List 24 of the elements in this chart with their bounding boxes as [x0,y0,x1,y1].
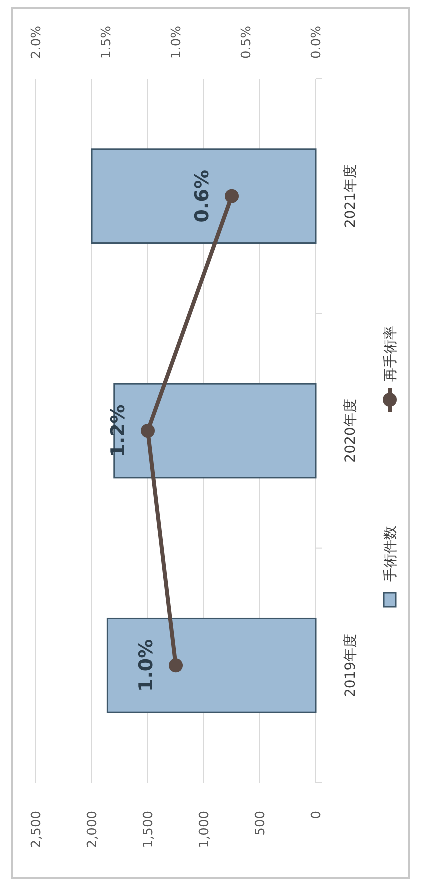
data-label: 1.0% [136,639,158,692]
point [141,424,155,438]
x2-tick-label: 1.0% [170,26,185,59]
x-tick-label: 1,500 [142,811,157,848]
x2-tick-label: 0.0% [310,26,325,59]
x-tick-label: 0 [310,811,325,820]
x2-tick-label: 0.5% [240,26,255,59]
y-tick-label: 2019年度 [342,634,359,698]
text: 再手術率 [382,326,399,382]
y-tick-label: 2021年度 [342,164,359,228]
y-tick-label: 2020年度 [342,399,359,463]
data-label: 0.6% [192,170,214,223]
x-tick-label: 500 [254,811,269,836]
data-label: 1.2% [108,404,130,458]
x-tick-label: 1,000 [198,811,213,848]
point [169,658,183,673]
bar [91,148,317,244]
point [225,189,239,204]
x2-tick-label: 2.0% [30,26,45,59]
x2-tick-label: 1.5% [100,26,115,59]
x-tick-label: 2,500 [30,811,45,848]
bar [106,618,317,714]
x-tick-label: 2,000 [86,811,101,848]
text: 手術件数 [382,526,399,582]
